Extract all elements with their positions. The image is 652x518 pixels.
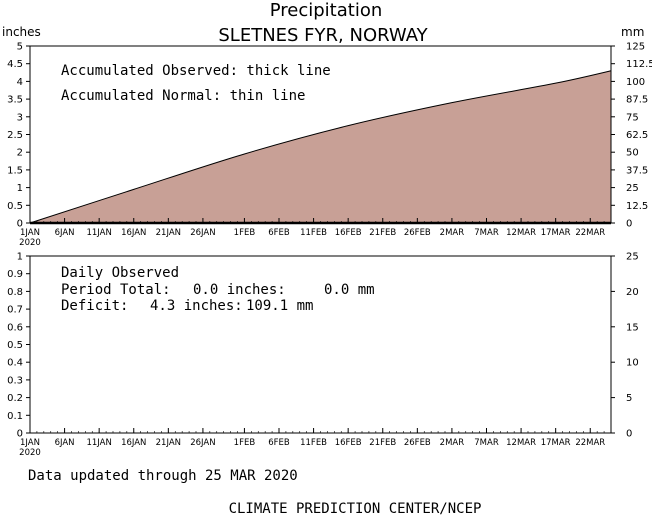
- y-tick-label-right: 12.5: [626, 201, 648, 212]
- y-tick-label-left: 0.7: [7, 305, 23, 316]
- period-total-label: Period Total:: [61, 282, 171, 298]
- y-tick-label-right: 20: [626, 287, 639, 298]
- x-tick-label: 22MAR: [575, 438, 605, 448]
- x-tick-label: 11FEB: [300, 438, 327, 448]
- accumulated-normal-area: [30, 70, 611, 223]
- daily-panel: 00.10.20.30.40.50.60.70.80.9105101520251…: [7, 252, 639, 459]
- x-tick-label: 1JAN: [20, 228, 40, 238]
- y-tick-label-left: 4: [17, 77, 23, 88]
- y-tick-label-left: 1: [17, 183, 23, 194]
- y-tick-label-left: 2.5: [7, 130, 23, 141]
- x-tick-label: 7MAR: [474, 228, 499, 238]
- x-tick-label: 11JAN: [86, 228, 111, 238]
- y-tick-label-right: 10: [626, 358, 639, 369]
- right-unit-label: mm: [621, 25, 644, 39]
- y-tick-label-right: 15: [626, 322, 639, 333]
- x-tick-label: 12MAR: [506, 228, 536, 238]
- x-tick-label: 2MAR: [440, 438, 465, 448]
- x-tick-label: 26JAN: [190, 228, 215, 238]
- y-tick-label-left: 3: [17, 112, 23, 123]
- x-tick-label: 2MAR: [440, 228, 465, 238]
- y-tick-label-left: 0: [17, 219, 23, 230]
- x-tick-label: 1FEB: [234, 438, 256, 448]
- x-year-label: 2020: [19, 448, 41, 458]
- y-tick-label-right: 87.5: [626, 95, 648, 106]
- upper-axis-ticks: 00.511.522.533.544.55012.52537.55062.575…: [7, 42, 652, 249]
- y-tick-label-left: 5: [17, 42, 23, 53]
- x-tick-label: 21JAN: [156, 438, 181, 448]
- y-tick-label-right: 50: [626, 148, 639, 159]
- deficit-mm: 109.1 mm: [246, 298, 313, 314]
- x-tick-label: 16FEB: [335, 438, 362, 448]
- y-tick-label-right: 0: [626, 219, 632, 230]
- period-total-inches: 0.0 inches:: [193, 282, 286, 298]
- x-tick-label: 1JAN: [20, 438, 40, 448]
- x-tick-label: 1FEB: [234, 228, 256, 238]
- x-tick-label: 26FEB: [404, 438, 431, 448]
- chart-title: Precipitation: [270, 0, 383, 21]
- x-tick-label: 22MAR: [575, 228, 605, 238]
- x-tick-label: 6FEB: [268, 438, 290, 448]
- x-tick-label: 16JAN: [121, 228, 146, 238]
- deficit-label: Deficit:: [61, 298, 128, 314]
- period-total-mm: 0.0 mm: [324, 282, 375, 298]
- y-tick-label-right: 5: [626, 393, 632, 404]
- x-tick-label: 26FEB: [404, 228, 431, 238]
- observed-note: Accumulated Observed: thick line: [61, 63, 331, 79]
- y-tick-label-left: 0.5: [7, 340, 23, 351]
- x-tick-label: 16FEB: [335, 228, 362, 238]
- lower-axis-ticks: 00.10.20.30.40.50.60.70.80.9105101520251…: [7, 252, 639, 459]
- accumulated-panel: 00.511.522.533.544.55012.52537.55062.575…: [7, 42, 652, 249]
- credit-line: CLIMATE PREDICTION CENTER/NCEP: [229, 501, 482, 517]
- daily-observed-note: Daily Observed: [61, 265, 179, 281]
- chart-subtitle: SLETNES FYR, NORWAY: [218, 25, 428, 46]
- data-updated-note: Data updated through 25 MAR 2020: [28, 468, 298, 484]
- x-tick-label: 21JAN: [156, 228, 181, 238]
- y-tick-label-left: 1: [17, 252, 23, 263]
- y-tick-label-right: 25: [626, 252, 639, 263]
- x-tick-label: 26JAN: [190, 438, 215, 448]
- y-tick-label-left: 0.2: [7, 393, 23, 404]
- x-tick-label: 21FEB: [369, 228, 396, 238]
- y-tick-label-left: 4.5: [7, 59, 23, 70]
- x-tick-label: 21FEB: [369, 438, 396, 448]
- y-tick-label-right: 62.5: [626, 130, 648, 141]
- y-tick-label-left: 0.6: [7, 322, 23, 333]
- x-tick-label: 11JAN: [86, 438, 111, 448]
- y-tick-label-left: 0.8: [7, 287, 23, 298]
- left-unit-label: inches: [2, 25, 41, 39]
- y-tick-label-right: 0: [626, 429, 632, 440]
- y-tick-label-left: 3.5: [7, 95, 23, 106]
- y-tick-label-right: 125: [626, 42, 645, 53]
- y-tick-label-left: 0.1: [7, 411, 23, 422]
- y-tick-label-right: 75: [626, 112, 639, 123]
- y-tick-label-right: 37.5: [626, 165, 648, 176]
- x-tick-label: 17MAR: [541, 228, 571, 238]
- x-tick-label: 7MAR: [474, 438, 499, 448]
- x-year-label: 2020: [19, 238, 41, 248]
- x-tick-label: 6JAN: [55, 228, 75, 238]
- y-tick-label-left: 0.5: [7, 201, 23, 212]
- x-tick-label: 12MAR: [506, 438, 536, 448]
- x-tick-label: 6FEB: [268, 228, 290, 238]
- x-tick-label: 17MAR: [541, 438, 571, 448]
- normal-note: Accumulated Normal: thin line: [61, 88, 305, 104]
- y-tick-label-left: 0: [17, 429, 23, 440]
- y-tick-label-left: 1.5: [7, 165, 23, 176]
- y-tick-label-left: 2: [17, 148, 23, 159]
- deficit-inches: 4.3 inches:: [150, 298, 243, 314]
- x-tick-label: 6JAN: [55, 438, 75, 448]
- x-tick-label: 11FEB: [300, 228, 327, 238]
- y-tick-label-right: 25: [626, 183, 639, 194]
- x-tick-label: 16JAN: [121, 438, 146, 448]
- y-tick-label-right: 100: [626, 77, 645, 88]
- y-tick-label-right: 112.5: [626, 59, 652, 70]
- y-tick-label-left: 0.9: [7, 269, 23, 280]
- accumulated-normal-line: [29, 70, 612, 224]
- y-tick-label-left: 0.3: [7, 375, 23, 386]
- y-tick-label-left: 0.4: [7, 358, 23, 369]
